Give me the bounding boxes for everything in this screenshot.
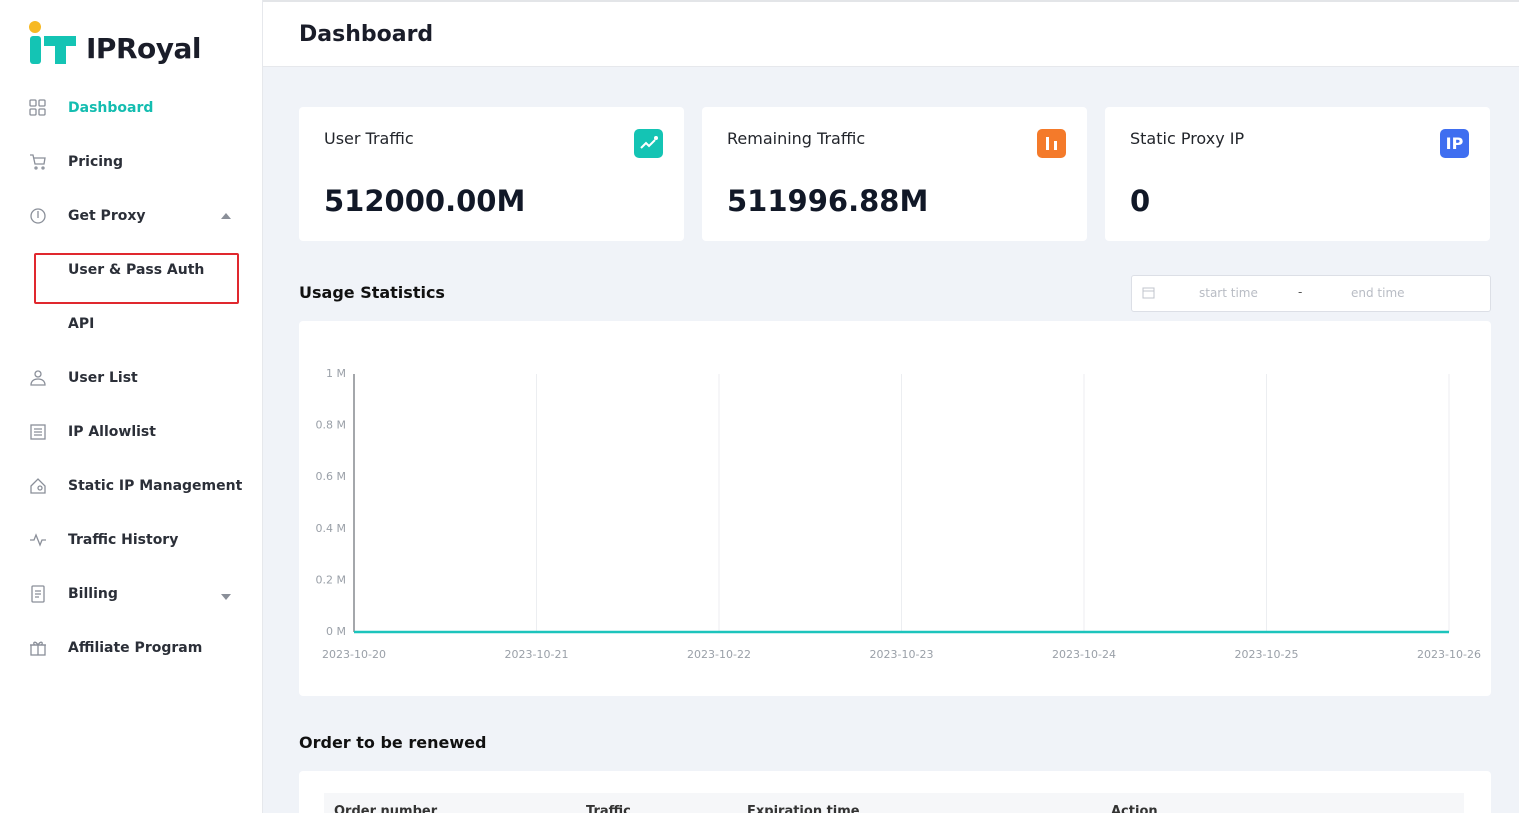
y-tick-label: 0.8 M [316, 419, 346, 432]
nav-icon [29, 99, 46, 116]
nav-item[interactable]: Get Proxy [0, 189, 262, 243]
y-tick-label: 0.2 M [316, 573, 346, 586]
card-value: 511996.88M [727, 184, 929, 218]
nav-sub-item[interactable]: API [0, 297, 262, 351]
orders-table: Order number Traffic Expiration time Action [299, 771, 1491, 813]
column-header: Expiration time [747, 804, 860, 813]
column-header: Traffic [586, 804, 631, 813]
nav-label: Billing [68, 586, 118, 602]
top-bar: Dashboard [263, 0, 1519, 67]
nav-label: API [68, 316, 95, 332]
caret [221, 213, 231, 219]
x-tick-label: 2023-10-24 [1052, 648, 1116, 661]
glyph [640, 136, 658, 149]
nav-icon [30, 154, 46, 170]
glyph [1046, 137, 1057, 150]
nav-icon [31, 585, 45, 603]
column-header: Action [1111, 804, 1158, 813]
y-tick-label: 0.6 M [316, 470, 346, 483]
separator: - [1298, 285, 1303, 299]
nav-item[interactable]: Dashboard [0, 81, 262, 135]
card-label: Static Proxy IP [1130, 129, 1245, 148]
x-tick-label: 2023-10-23 [870, 648, 934, 661]
nav-item[interactable]: Traffic History [0, 513, 262, 567]
section-title: Usage Statistics [299, 283, 445, 302]
y-tick-label: 1 M [326, 367, 346, 380]
x-tick-label: 2023-10-21 [505, 648, 569, 661]
nav-label: IP Allowlist [68, 424, 156, 440]
page-title: Dashboard [299, 22, 434, 47]
chart-card: 0 M 0.2 M 0.4 M 0.6 M 0.8 M 1 M 2023-10-20 2023… [299, 321, 1491, 696]
card-label: Remaining Traffic [727, 129, 866, 148]
nav-item[interactable]: Static IP Management [0, 459, 262, 513]
nav-icon [30, 533, 46, 547]
card-icon [634, 129, 663, 158]
nav-icon [30, 641, 46, 656]
nav-item[interactable]: Billing [0, 567, 262, 621]
nav-label: Traffic History [68, 532, 179, 548]
table-header: Order number Traffic Expiration time Action [324, 793, 1464, 813]
nav-item[interactable]: User List [0, 351, 262, 405]
highlight-box [34, 253, 239, 304]
sidebar: IPRoyal Dashboard Pricing Get Proxy User & … [0, 0, 263, 813]
section-title: Order to be renewed [299, 733, 487, 752]
x-tick-label: 2023-10-26 [1417, 648, 1481, 661]
card-label: User Traffic [324, 129, 414, 148]
nav-icon [30, 208, 46, 224]
nav-item[interactable]: Affiliate Program [0, 621, 262, 675]
nav-label: User & Pass Auth [68, 262, 205, 278]
nav-sub-item[interactable]: User & Pass Auth [0, 243, 262, 304]
y-tick-label: 0.4 M [316, 522, 346, 535]
nav-label: Static IP Management [68, 478, 243, 494]
x-tick-label: 2023-10-22 [687, 648, 751, 661]
stat-card: User Traffic 512000.00M [299, 107, 684, 241]
card-value: 512000.00M [324, 184, 526, 218]
nav-icon [30, 370, 46, 386]
x-tick-label: 2023-10-25 [1235, 648, 1299, 661]
column-header: Order number [334, 804, 438, 813]
logo-text: IPRoyal [86, 32, 201, 65]
nav-item[interactable]: IP Allowlist [0, 405, 262, 459]
chart: 0 M 0.2 M 0.4 M 0.6 M 0.8 M 1 M 2023-10-20 2023… [316, 367, 1481, 661]
nav-label: Dashboard [68, 100, 154, 116]
card-icon: IP [1440, 129, 1469, 158]
nav-item[interactable]: Pricing [0, 135, 262, 189]
nav-label: Get Proxy [68, 208, 146, 224]
nav-icon [30, 478, 46, 494]
end-time[interactable]: end time [1351, 286, 1405, 300]
caret [221, 594, 231, 600]
nav-icon [30, 424, 46, 440]
card-value: 0 [1130, 184, 1151, 218]
card-icon [1037, 129, 1066, 158]
date-range-picker[interactable]: start time - end time [1131, 275, 1491, 312]
start-time[interactable]: start time [1199, 286, 1258, 300]
logo-icon [29, 21, 76, 64]
stat-card: Static Proxy IP 0 IP [1105, 107, 1490, 241]
nav-label: Affiliate Program [68, 640, 203, 656]
x-tick-label: 2023-10-20 [322, 648, 386, 661]
nav-label: User List [68, 370, 138, 386]
nav-label: Pricing [68, 154, 124, 170]
y-tick-label: 0 M [326, 625, 346, 638]
stat-card: Remaining Traffic 511996.88M [702, 107, 1087, 241]
calendar-icon [1142, 287, 1155, 299]
